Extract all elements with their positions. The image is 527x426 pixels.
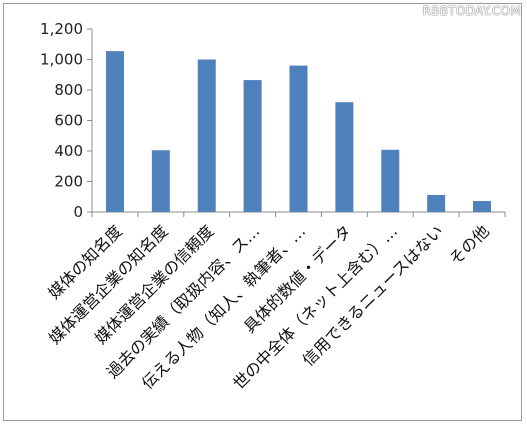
bar	[427, 194, 446, 212]
x-category-label: その他	[445, 221, 492, 268]
bar	[243, 80, 262, 213]
y-tick-label: 200	[54, 173, 83, 191]
bar	[151, 150, 170, 212]
bar	[197, 59, 216, 212]
y-axis: 1,200 1,000 800 600 400 200 0	[40, 20, 93, 221]
y-tick-label: 800	[54, 81, 83, 99]
y-tick-label: 1,000	[40, 51, 83, 69]
bar	[105, 51, 124, 212]
bar	[289, 65, 308, 212]
y-tick-label: 400	[54, 142, 83, 160]
bar	[335, 102, 354, 212]
y-tick-label: 1,200	[40, 20, 83, 38]
watermark: RBBTODAY.COM	[422, 4, 521, 18]
bar	[381, 149, 400, 212]
bar	[473, 201, 492, 212]
bars	[105, 51, 492, 213]
category-labels: 媒体の知名度媒体運営企業の知名度媒体運営企業の信頼度過去の実績（取扱内容、ス…伝…	[44, 221, 492, 393]
y-tick-label: 600	[54, 112, 83, 130]
x-axis	[91, 211, 506, 217]
y-tick-label: 0	[73, 203, 83, 221]
